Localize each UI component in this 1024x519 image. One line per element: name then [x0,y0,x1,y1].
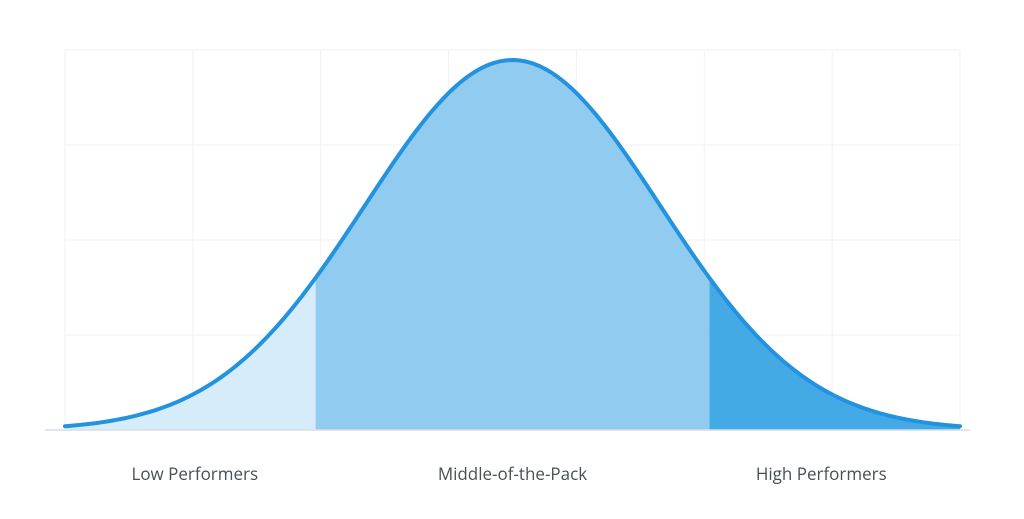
region-low [65,278,316,430]
label-low-performers: Low Performers [131,462,258,485]
plot-area [0,0,1024,519]
label-high-performers: High Performers [756,462,887,485]
region-mid [316,60,710,430]
bell-curve-chart: Low Performers Middle-of-the-Pack High P… [0,0,1024,519]
region-high [709,278,960,430]
region-labels: Low Performers Middle-of-the-Pack High P… [0,462,1024,496]
regions [65,60,960,430]
label-middle-of-the-pack: Middle-of-the-Pack [438,462,587,485]
